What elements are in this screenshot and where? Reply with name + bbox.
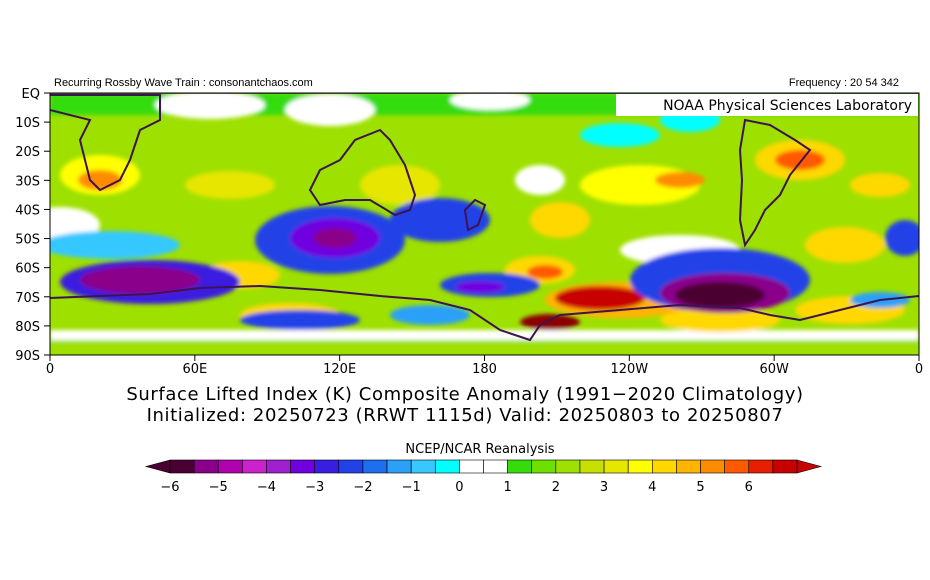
y-axis: EQ 10S 20S 30S 40S 50S 60S 70S 80S 90S (15, 87, 50, 364)
title-line-2: Initialized: 20250723 (RRWT 1115d) Valid… (146, 405, 784, 426)
x-tick-label: 60E (182, 362, 207, 377)
colorbar-tick-label: −6 (160, 480, 179, 495)
colorbar-tick-label: 3 (600, 480, 608, 495)
colorbar-swatch (459, 459, 484, 474)
lab-label: NOAA Physical Sciences Laboratory (663, 98, 912, 114)
lab-label-box (616, 94, 918, 116)
colorbar-min-arrow (144, 459, 171, 474)
header-frequency-label: Frequency : 20 54 342 (788, 77, 899, 89)
coastlines (50, 94, 919, 342)
colorbar-swatch (724, 459, 750, 474)
y-tick-label: EQ (22, 87, 40, 102)
x-tick-label: 60W (759, 362, 789, 377)
colorbar-swatch (555, 459, 581, 474)
x-axis: 0 60E 120E 180 120W 60W 0 (46, 355, 923, 377)
colorbar-swatch (483, 459, 508, 474)
colorbar-swatch (362, 459, 388, 474)
y-tick-label: 90S (15, 349, 40, 364)
colorbar-tick-label: −5 (209, 480, 228, 495)
colorbar-swatch (676, 459, 701, 474)
colorbar-swatch (507, 459, 533, 474)
x-tick-label: 0 (46, 362, 54, 377)
colorbar-swatch (193, 459, 219, 474)
colorbar-tick-label: 2 (552, 480, 560, 495)
x-tick-label: 0 (915, 362, 923, 377)
colorbar-swatch (266, 459, 291, 474)
x-tick-label: 180 (472, 362, 497, 377)
y-tick-label: 80S (15, 320, 40, 335)
y-tick-label: 30S (15, 174, 40, 189)
colorbar-max-arrow (796, 459, 823, 474)
colorbar-swatch (314, 459, 340, 474)
colorbar-swatch (242, 459, 267, 474)
colorbar-swatch (169, 459, 195, 474)
colorbar-swatch (627, 459, 653, 474)
colorbar-swatch (603, 459, 629, 474)
x-tick-label: 120W (610, 362, 648, 377)
colorbar-swatch (217, 459, 243, 474)
colorbar-tick-label: −1 (402, 480, 421, 495)
colorbar-swatch (410, 459, 436, 474)
colorbar-tick-label: 1 (503, 480, 511, 495)
colorbar-swatch (531, 459, 557, 474)
colorbar-tick-label: −3 (305, 480, 324, 495)
colorbar-label: NCEP/NCAR Reanalysis (405, 442, 555, 457)
colorbar-swatch (748, 459, 774, 474)
colorbar-swatch (652, 459, 677, 474)
header-source-label: Recurring Rossby Wave Train : consonantc… (54, 77, 313, 89)
colorbar-swatch (772, 459, 798, 474)
colorbar-swatch (579, 459, 605, 474)
x-tick-label: 120E (323, 362, 356, 377)
y-tick-label: 40S (15, 203, 40, 218)
colorbar-tick-label: −2 (353, 480, 372, 495)
colorbar-swatch (386, 459, 412, 474)
y-tick-label: 20S (15, 145, 40, 160)
colorbar-tick-label: 0 (455, 480, 463, 495)
y-tick-label: 70S (15, 291, 40, 306)
colorbar-swatch (338, 459, 364, 474)
anomaly-field (50, 93, 919, 355)
colorbar-tick-label: −4 (257, 480, 276, 495)
colorbar-swatch (290, 459, 315, 474)
y-tick-label: 10S (15, 116, 40, 131)
y-tick-label: 50S (15, 233, 40, 248)
colorbar-swatch (700, 459, 725, 474)
colorbar-tick-label: 4 (648, 480, 656, 495)
y-tick-label: 60S (15, 262, 40, 277)
title-line-1: Surface Lifted Index (K) Composite Anoma… (126, 384, 804, 405)
colorbar-tick-label: 6 (745, 480, 753, 495)
colorbar-swatch (434, 459, 460, 474)
colorbar-tick-label: 5 (696, 480, 704, 495)
